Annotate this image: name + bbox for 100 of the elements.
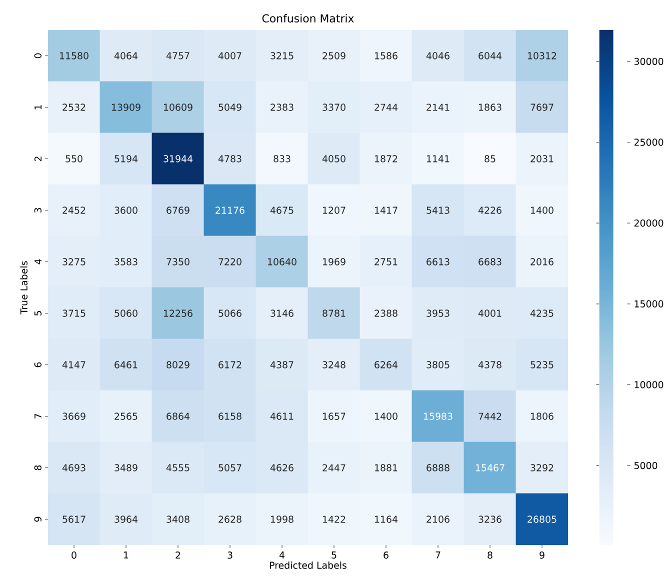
data-label: 1141 [427,155,450,162]
data-label: 3248 [322,361,346,368]
data-label: 2388 [374,310,398,317]
data-label: 31944 [164,155,193,162]
y-tick-label: 2 [34,156,42,162]
data-label: 15983 [424,412,452,420]
data-label: 1207 [323,206,346,214]
data-label: 11580 [60,52,88,60]
data-label: 833 [274,155,290,162]
color-bar-label: 25000 [634,138,664,146]
data-label: 4226 [478,206,502,214]
data-label: 3236 [478,516,502,523]
data-label: 3370 [322,104,346,111]
y-tick-label: 8 [34,465,42,470]
data-label: 2141 [426,104,450,111]
y-tick-label: 1 [34,105,42,110]
data-label: 8029 [166,361,190,368]
color-bar-label: 15000 [634,300,664,308]
data-label: 5060 [114,310,138,317]
data-label: 6683 [478,258,502,266]
data-label: 3489 [114,464,138,472]
data-label: 2383 [270,104,294,111]
data-label: 4007 [218,52,242,60]
x-tick-label: 2 [176,552,180,559]
data-label: 5617 [62,516,86,523]
data-label: 2509 [322,52,346,60]
chart-title: Confusion Matrix [262,14,354,22]
x-tick-label: 7 [436,552,440,558]
data-label: 1863 [479,104,502,111]
data-label: 1872 [375,155,398,162]
y-tick-label: 4 [34,259,42,264]
data-label: 3146 [270,310,294,317]
data-label: 2565 [114,412,138,420]
y-axis-title: True Labels [20,261,28,314]
data-label: 3215 [270,52,294,60]
y-tick-label: 3 [34,208,42,213]
data-label: 4626 [270,464,294,472]
x-tick-label: 9 [540,552,544,559]
data-label: 6461 [114,361,138,368]
data-label: 4001 [478,310,502,317]
data-label: 2452 [62,206,86,214]
data-label: 8781 [322,310,346,317]
data-label: 85 [484,155,496,162]
data-label: 3275 [62,258,86,266]
data-label: 6172 [218,361,242,368]
data-label: 10609 [164,104,192,111]
data-label: 10640 [268,258,296,266]
data-label: 2106 [426,516,450,523]
data-label: 1586 [375,52,398,60]
data-label: 6888 [426,464,450,472]
data-label: 10312 [528,52,556,60]
data-label: 3805 [426,361,450,368]
data-label: 5413 [426,206,450,214]
data-label: 7697 [530,104,554,111]
x-tick-label: 1 [124,552,128,558]
data-label: 3669 [62,412,86,420]
data-label: 6613 [426,258,450,266]
data-label: 4387 [270,361,294,368]
data-label: 7220 [218,258,242,266]
data-label: 7442 [478,412,502,420]
data-label: 550 [66,155,82,162]
y-tick-label: 9 [34,516,42,522]
data-label: 3600 [114,206,138,214]
data-label: 1164 [375,516,398,523]
data-label: 7350 [166,258,190,266]
x-tick-label: 3 [228,552,232,559]
data-label: 4050 [322,155,346,162]
y-tick-label: 7 [34,414,42,418]
data-label: 3583 [114,258,138,266]
y-tick-label: 6 [34,362,42,368]
data-label: 15467 [476,464,504,472]
data-label: 5049 [218,104,242,111]
data-label: 3292 [530,464,554,472]
data-label: 6769 [166,206,190,214]
x-tick-label: 0 [72,552,76,559]
data-label: 6264 [374,361,398,368]
data-label: 1998 [271,516,294,523]
data-label: 13909 [112,104,140,111]
data-label: 2744 [374,104,398,111]
data-label: 3953 [426,310,450,317]
data-label: 3408 [166,516,190,523]
data-label: 5235 [530,361,554,368]
data-label: 5057 [218,464,242,472]
data-label: 21176 [216,206,244,214]
data-label: 1881 [375,464,398,472]
color-bar-label: 20000 [634,219,664,227]
data-label: 4235 [530,310,554,317]
x-tick-label: 4 [279,552,284,558]
data-label: 4611 [270,412,294,420]
data-label: 4675 [270,206,294,214]
data-label: 2447 [322,464,346,472]
data-label: 4046 [426,52,450,60]
x-tick-label: 8 [488,552,492,559]
data-label: 1657 [323,412,346,420]
data-label: 1422 [323,516,346,523]
data-label: 3964 [114,516,138,523]
data-label: 6158 [218,412,242,420]
data-label: 4783 [218,155,242,162]
data-label: 4378 [478,361,502,368]
data-label: 4064 [114,52,138,60]
